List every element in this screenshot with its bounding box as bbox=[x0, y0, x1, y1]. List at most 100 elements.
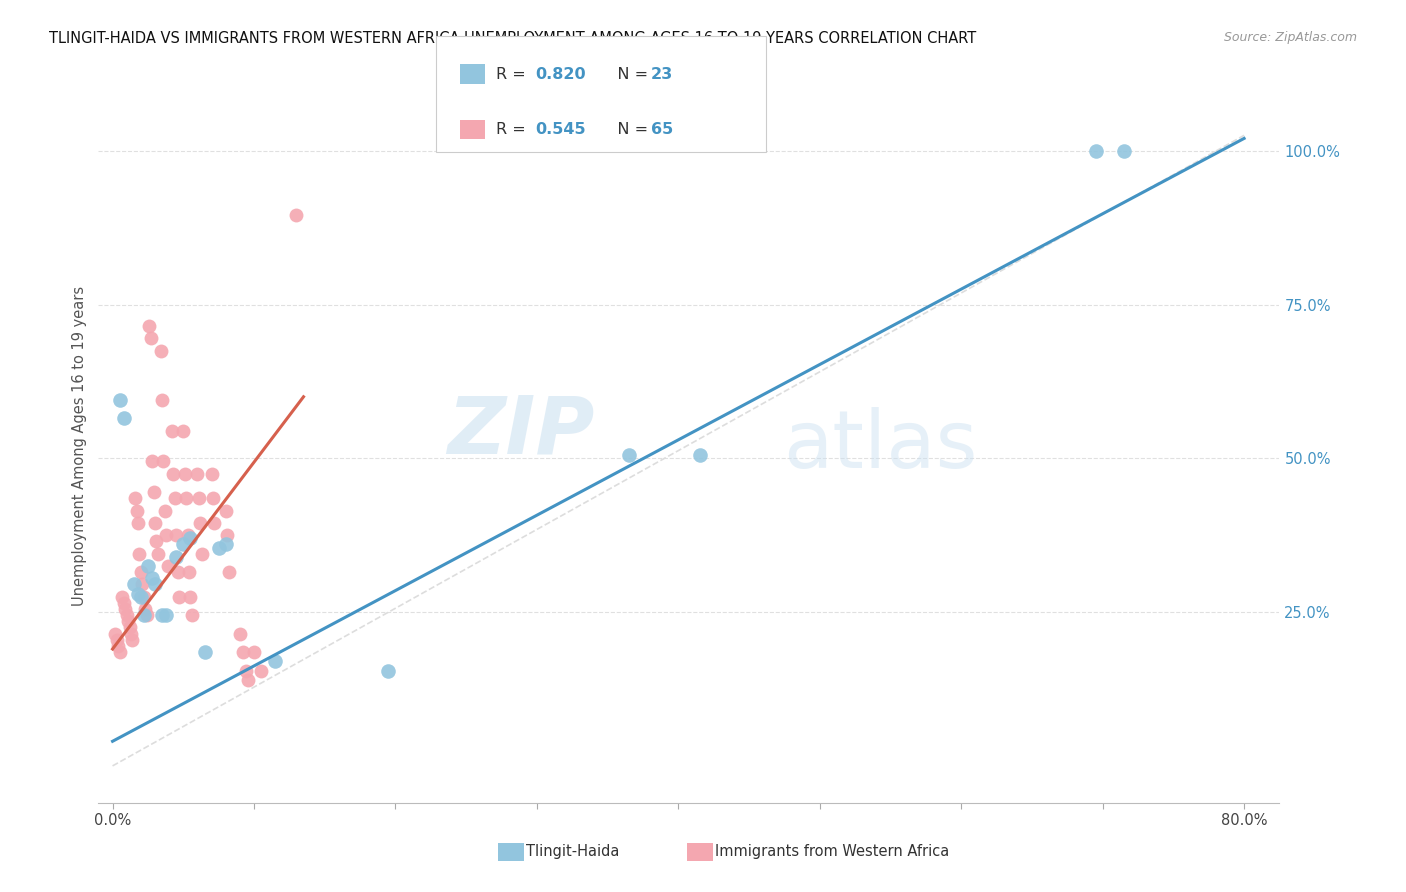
Point bbox=[167, 590, 190, 604]
Point bbox=[104, 626, 127, 640]
Point bbox=[264, 654, 287, 668]
Point bbox=[188, 516, 211, 530]
Point bbox=[243, 645, 266, 659]
Point bbox=[127, 587, 149, 601]
Point bbox=[143, 577, 166, 591]
Point bbox=[128, 547, 150, 561]
Point bbox=[156, 558, 179, 573]
Point bbox=[229, 626, 252, 640]
Point bbox=[179, 590, 201, 604]
Text: R =: R = bbox=[496, 67, 531, 81]
Point bbox=[160, 424, 183, 438]
Point bbox=[193, 645, 215, 659]
Point bbox=[250, 664, 273, 678]
Text: Immigrants from Western Africa: Immigrants from Western Africa bbox=[716, 845, 949, 859]
Point bbox=[105, 632, 128, 647]
Point bbox=[118, 620, 141, 634]
Text: 23: 23 bbox=[651, 67, 673, 81]
Point bbox=[152, 454, 174, 468]
Point bbox=[114, 602, 136, 616]
Point bbox=[108, 645, 131, 659]
Point bbox=[689, 448, 711, 462]
Point bbox=[172, 537, 194, 551]
Point bbox=[177, 565, 200, 579]
Point bbox=[1112, 144, 1135, 158]
Point bbox=[120, 626, 142, 640]
Point bbox=[200, 467, 222, 481]
Point bbox=[201, 491, 224, 506]
Point bbox=[141, 571, 163, 585]
Point bbox=[155, 608, 177, 623]
Point bbox=[162, 467, 184, 481]
Point bbox=[215, 503, 238, 517]
Point bbox=[617, 448, 640, 462]
Point bbox=[202, 516, 225, 530]
Point bbox=[218, 565, 240, 579]
Text: atlas: atlas bbox=[783, 407, 977, 485]
Point bbox=[107, 639, 129, 653]
Point bbox=[163, 491, 186, 506]
Point bbox=[173, 467, 195, 481]
Point bbox=[112, 596, 135, 610]
Point bbox=[232, 645, 254, 659]
Text: N =: N = bbox=[602, 122, 652, 136]
Point bbox=[377, 664, 399, 678]
Text: Tlingit-Haida: Tlingit-Haida bbox=[526, 845, 620, 859]
Text: TLINGIT-HAIDA VS IMMIGRANTS FROM WESTERN AFRICA UNEMPLOYMENT AMONG AGES 16 TO 19: TLINGIT-HAIDA VS IMMIGRANTS FROM WESTERN… bbox=[49, 31, 976, 46]
Text: R =: R = bbox=[496, 122, 531, 136]
Point bbox=[127, 516, 149, 530]
Point bbox=[187, 491, 209, 506]
Point bbox=[143, 516, 166, 530]
Point bbox=[172, 424, 194, 438]
Point bbox=[146, 547, 169, 561]
Text: Source: ZipAtlas.com: Source: ZipAtlas.com bbox=[1223, 31, 1357, 45]
Point bbox=[131, 577, 153, 591]
Point bbox=[186, 467, 208, 481]
Point bbox=[150, 608, 173, 623]
Y-axis label: Unemployment Among Ages 16 to 19 years: Unemployment Among Ages 16 to 19 years bbox=[72, 286, 87, 606]
Point bbox=[111, 590, 134, 604]
Point bbox=[122, 577, 145, 591]
Text: 65: 65 bbox=[651, 122, 673, 136]
Point bbox=[132, 590, 155, 604]
Point bbox=[176, 528, 198, 542]
Point bbox=[129, 565, 152, 579]
Point bbox=[132, 608, 155, 623]
Point bbox=[1084, 144, 1107, 158]
Point bbox=[115, 608, 138, 623]
Point bbox=[153, 503, 176, 517]
Text: 0.545: 0.545 bbox=[536, 122, 586, 136]
Text: N =: N = bbox=[602, 67, 652, 81]
Point bbox=[129, 590, 152, 604]
Point bbox=[138, 319, 160, 334]
Point bbox=[142, 485, 165, 500]
Point bbox=[136, 558, 159, 573]
Point bbox=[124, 491, 146, 506]
Point bbox=[165, 528, 187, 542]
Point bbox=[155, 528, 177, 542]
Point bbox=[166, 565, 188, 579]
Text: 0.820: 0.820 bbox=[536, 67, 586, 81]
Point bbox=[121, 632, 143, 647]
Point bbox=[149, 343, 172, 358]
Point bbox=[112, 411, 135, 425]
Point bbox=[125, 503, 148, 517]
Point bbox=[285, 208, 308, 222]
Point bbox=[145, 534, 167, 549]
Point bbox=[150, 392, 173, 407]
Point bbox=[235, 664, 257, 678]
Point bbox=[141, 454, 163, 468]
Point bbox=[108, 392, 131, 407]
Point bbox=[215, 537, 238, 551]
Point bbox=[190, 547, 212, 561]
Point bbox=[180, 608, 202, 623]
Point bbox=[208, 541, 231, 555]
Text: ZIP: ZIP bbox=[447, 392, 595, 471]
Point bbox=[238, 673, 260, 687]
Point bbox=[139, 331, 162, 345]
Point bbox=[134, 602, 156, 616]
Point bbox=[135, 608, 157, 623]
Point bbox=[117, 615, 139, 629]
Point bbox=[165, 549, 187, 564]
Point bbox=[174, 491, 197, 506]
